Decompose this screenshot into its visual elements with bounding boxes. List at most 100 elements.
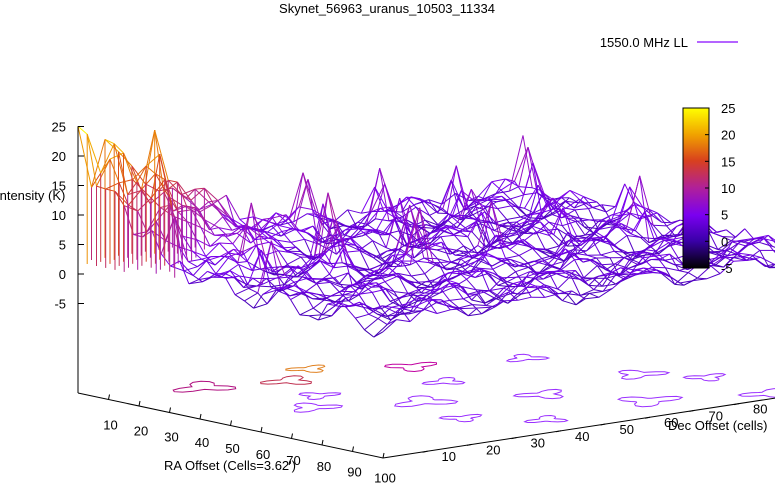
mesh-line [295, 228, 309, 234]
mesh-line [520, 271, 531, 287]
mesh-line [389, 297, 400, 302]
mesh-line [440, 288, 451, 301]
mesh-line [199, 203, 213, 211]
z-axis-label: Intensity (K) [0, 188, 65, 203]
mesh-line [283, 273, 298, 285]
mesh-line [624, 183, 635, 203]
mesh-line [543, 284, 554, 294]
mesh-line [211, 273, 226, 278]
mesh-line [569, 190, 580, 200]
mesh-line [516, 214, 531, 223]
mesh-line [727, 239, 742, 256]
ra-tick-label: 80 [317, 459, 331, 474]
mesh-line [281, 228, 296, 232]
mesh-line [404, 308, 414, 312]
mesh-line [275, 212, 286, 222]
mesh-line [114, 190, 129, 206]
mesh-line [577, 250, 587, 255]
mesh-line [212, 194, 227, 205]
mesh-line [634, 204, 649, 210]
contour-line [505, 353, 551, 363]
contour-line [737, 388, 775, 398]
mesh-line [620, 267, 631, 274]
mesh-line [588, 208, 599, 229]
mesh-line [440, 234, 455, 238]
mesh-line [363, 229, 378, 233]
mesh-line [313, 248, 328, 261]
mesh-line [602, 283, 616, 287]
mesh-line [215, 256, 230, 275]
mesh-line [524, 220, 540, 234]
mesh-line [77, 125, 88, 135]
mesh-line [500, 180, 515, 191]
mesh-line [362, 282, 377, 286]
mesh-line [270, 240, 282, 289]
mesh-line [569, 189, 584, 198]
mesh-line [280, 287, 291, 300]
mesh-line [356, 269, 371, 272]
mesh-line [422, 230, 437, 239]
mesh-line [173, 216, 188, 223]
mesh-line [324, 226, 339, 254]
mesh-line [425, 224, 440, 228]
mesh-line [491, 178, 506, 183]
mesh-line [434, 213, 449, 228]
mesh-line [480, 290, 495, 299]
mesh-line [308, 315, 319, 321]
mesh-line [302, 172, 317, 215]
mesh-line [239, 216, 254, 220]
y-axis-label: Dec Offset (cells) [668, 418, 767, 433]
mesh-line [442, 267, 456, 270]
mesh-line [597, 271, 612, 277]
mesh-line [271, 220, 286, 227]
mesh-line [656, 212, 668, 227]
mesh-line [595, 239, 610, 243]
mesh-line [429, 215, 439, 226]
mesh-line [428, 199, 443, 205]
mesh-line [449, 300, 460, 309]
mesh-line [188, 281, 203, 285]
mesh-line [642, 257, 653, 268]
mesh-line [342, 249, 353, 286]
mesh-line [444, 278, 459, 284]
mesh-line [436, 249, 451, 255]
mesh-line [520, 216, 530, 221]
mesh-line [236, 225, 250, 230]
mesh-line [490, 287, 504, 291]
mesh-line [132, 165, 147, 180]
mesh-line [140, 129, 156, 191]
mesh-line [225, 194, 241, 220]
mesh-line [666, 219, 681, 227]
mesh-line [452, 271, 467, 280]
colorbar-tick-label: 5 [721, 208, 728, 223]
mesh-line [668, 242, 683, 247]
mesh-line [409, 204, 424, 249]
mesh-line [732, 256, 747, 261]
mesh-line [315, 252, 325, 256]
mesh-line [231, 224, 246, 231]
mesh-line [386, 313, 401, 317]
mesh-line [270, 284, 285, 288]
mesh-line [672, 238, 683, 247]
mesh-line [557, 275, 572, 290]
mesh-line [520, 214, 531, 228]
mesh-line [744, 228, 755, 240]
mesh-line [617, 225, 632, 235]
dec-tick-label: 70 [709, 408, 723, 423]
mesh-line [209, 216, 224, 231]
mesh-line [391, 261, 402, 267]
mesh-line [232, 243, 243, 256]
mesh-line [530, 225, 545, 231]
mesh-line [560, 259, 575, 271]
mesh-line [509, 135, 524, 192]
mesh-line [604, 236, 619, 249]
mesh-line [598, 214, 613, 222]
mesh-line [562, 290, 573, 302]
base-contours [172, 353, 775, 423]
mesh-line [564, 248, 575, 261]
contour-line [682, 373, 727, 382]
mesh-line [96, 158, 111, 187]
mesh-line [561, 270, 576, 272]
mesh-line [420, 283, 435, 289]
mesh-line [374, 186, 385, 212]
